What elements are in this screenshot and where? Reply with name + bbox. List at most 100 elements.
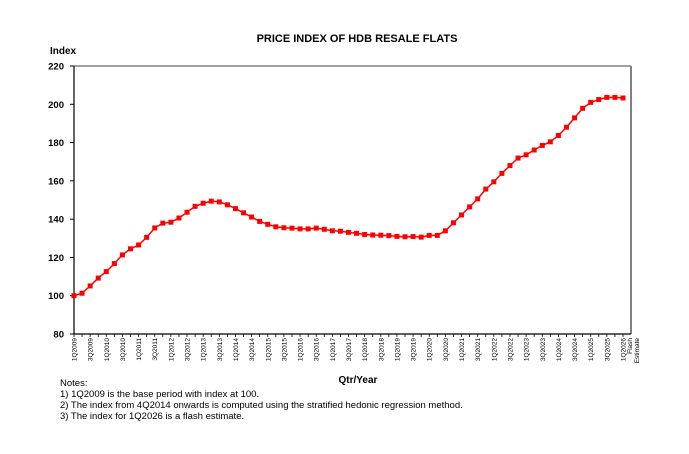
x-tick-label: 3Q2025 bbox=[604, 338, 611, 362]
data-point bbox=[119, 252, 125, 258]
x-tick-label: 1Q2018 bbox=[362, 338, 369, 362]
data-point bbox=[87, 283, 93, 289]
data-point bbox=[160, 220, 166, 226]
data-point bbox=[152, 225, 158, 231]
data-point bbox=[208, 198, 214, 204]
data-point bbox=[216, 199, 222, 205]
x-tick-label: 3Q2016 bbox=[314, 338, 321, 362]
data-point bbox=[249, 214, 255, 220]
data-point bbox=[378, 232, 384, 238]
data-point bbox=[539, 142, 545, 148]
data-point bbox=[507, 163, 513, 169]
note-1: 1) 1Q2009 is the base period with index … bbox=[60, 389, 260, 400]
y-tick-label: 200 bbox=[48, 100, 64, 111]
axes bbox=[70, 65, 632, 337]
y-axis-label: Index bbox=[50, 46, 77, 57]
data-point bbox=[588, 99, 594, 105]
price-index-line bbox=[73, 96, 624, 297]
data-point bbox=[450, 220, 456, 226]
data-point bbox=[265, 221, 271, 227]
data-point bbox=[176, 215, 182, 221]
x-tick-label: 1Q2025 bbox=[588, 338, 595, 362]
x-tick-label: 1Q2022 bbox=[491, 338, 498, 362]
x-tick-label: 3Q2017 bbox=[346, 338, 353, 362]
data-point bbox=[547, 139, 553, 145]
data-point bbox=[515, 155, 521, 161]
data-point bbox=[394, 233, 400, 239]
data-point bbox=[620, 95, 626, 101]
data-point bbox=[103, 269, 109, 275]
data-point bbox=[410, 234, 416, 240]
data-point bbox=[596, 97, 602, 102]
data-point bbox=[337, 228, 343, 234]
x-tick-label: 1Q2023 bbox=[524, 338, 531, 362]
data-point bbox=[459, 212, 465, 218]
y-tick-label: 100 bbox=[48, 291, 64, 302]
data-point bbox=[281, 225, 287, 231]
x-tick-label: 3Q2022 bbox=[507, 338, 514, 362]
data-point bbox=[555, 132, 561, 138]
x-tick-label: 3Q2024 bbox=[572, 338, 579, 362]
y-tick-label: 220 bbox=[48, 62, 64, 73]
x-tick-label: 1Q2017 bbox=[330, 338, 337, 362]
x-tick-label: 3Q2019 bbox=[411, 338, 418, 362]
data-point bbox=[95, 275, 101, 281]
x-tick-label-note: Estimate bbox=[634, 338, 641, 364]
note-2: 2) The index from 4Q2014 onwards is comp… bbox=[60, 400, 463, 411]
y-tick-label: 140 bbox=[48, 215, 64, 226]
data-point bbox=[241, 210, 247, 216]
data-point bbox=[467, 204, 473, 210]
data-point bbox=[523, 152, 529, 158]
data-point bbox=[184, 209, 190, 215]
x-tick-label: 1Q2019 bbox=[394, 338, 401, 362]
data-point bbox=[224, 202, 230, 208]
data-point bbox=[434, 232, 440, 238]
x-tick-label: 1Q2020 bbox=[427, 338, 434, 362]
data-point bbox=[563, 124, 569, 130]
data-point bbox=[144, 234, 150, 240]
x-tick-label: 3Q2009 bbox=[88, 338, 95, 362]
x-tick-label: 1Q2011 bbox=[136, 338, 143, 361]
data-point bbox=[289, 225, 295, 231]
data-point bbox=[402, 234, 408, 240]
x-tick-label: 1Q2016 bbox=[298, 338, 305, 362]
x-tick-label: 3Q2013 bbox=[217, 338, 224, 362]
x-tick-label: 3Q2010 bbox=[120, 338, 127, 362]
x-tick-label: 1Q2013 bbox=[201, 338, 208, 362]
data-point bbox=[354, 230, 360, 236]
data-point bbox=[71, 293, 77, 299]
data-point bbox=[168, 219, 174, 225]
data-point bbox=[346, 229, 351, 235]
data-point bbox=[499, 170, 505, 176]
x-tick-label-note: Flash bbox=[627, 338, 634, 354]
data-point bbox=[136, 242, 142, 248]
x-tick-label: 3Q2015 bbox=[281, 338, 288, 362]
x-tick-label: 1Q2015 bbox=[265, 338, 272, 362]
data-point bbox=[426, 232, 432, 238]
x-tick-label: 1Q2010 bbox=[104, 338, 111, 362]
x-tick-label: 3Q2021 bbox=[475, 338, 482, 362]
data-point bbox=[531, 147, 537, 153]
data-point bbox=[313, 225, 319, 231]
y-tick-label: 80 bbox=[53, 330, 64, 341]
data-point bbox=[305, 226, 311, 232]
data-point bbox=[475, 196, 481, 202]
data-point bbox=[273, 224, 279, 230]
x-tick-label: 3Q2011 bbox=[152, 338, 159, 361]
data-point bbox=[604, 94, 610, 100]
data-point bbox=[442, 228, 448, 234]
x-tick-label: 1Q2026 bbox=[621, 338, 628, 362]
data-point bbox=[491, 179, 497, 185]
data-point bbox=[200, 200, 206, 206]
note-3: 3) The index for 1Q2026 is a flash estim… bbox=[60, 411, 245, 422]
data-point bbox=[321, 226, 327, 232]
data-point bbox=[370, 232, 376, 238]
x-tick-label: 3Q2018 bbox=[378, 338, 385, 362]
data-point bbox=[192, 203, 198, 209]
x-axis-label: Qtr/Year bbox=[339, 375, 378, 386]
data-point bbox=[128, 246, 134, 252]
x-tick-label: 1Q2021 bbox=[459, 338, 466, 362]
x-tick-label: 3Q2020 bbox=[443, 338, 450, 362]
y-tick-label: 160 bbox=[48, 176, 64, 187]
